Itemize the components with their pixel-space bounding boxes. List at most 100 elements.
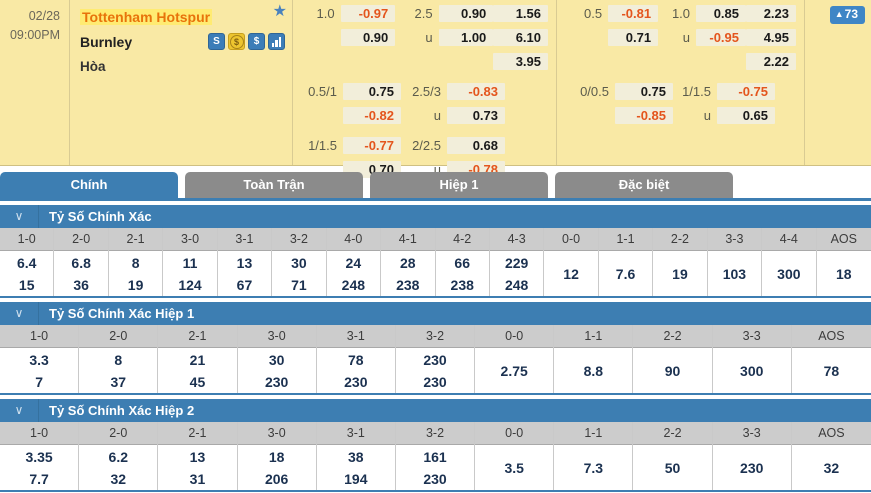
more-odds-badge[interactable]: ▲73	[829, 6, 865, 24]
score-odds-value[interactable]: 24	[345, 254, 362, 271]
score-odds-value[interactable]: 103	[722, 265, 747, 282]
handicap-odds-top[interactable]: 0.75	[615, 83, 673, 100]
score-odds-value[interactable]: 11	[182, 254, 198, 271]
over-odds[interactable]: 0.68	[447, 137, 505, 154]
score-odds-value[interactable]: 30	[268, 351, 285, 368]
score-odds-value[interactable]: 2.75	[500, 362, 528, 379]
handicap-odds-bottom[interactable]: 0.71	[608, 29, 659, 46]
tab-3[interactable]: Đặc biệt	[555, 172, 733, 198]
score-odds-value[interactable]: 230	[423, 470, 447, 487]
score-odds-value[interactable]: 230	[344, 373, 368, 390]
score-odds-value[interactable]: 28	[399, 254, 416, 271]
score-odds-value[interactable]: 78	[823, 362, 840, 379]
away-win-odds[interactable]: 6.10	[493, 29, 548, 46]
score-odds-value[interactable]: 8	[114, 351, 123, 368]
section-header-bar[interactable]: ∨ Tỷ Số Chính Xác Hiệp 1	[0, 302, 871, 325]
under-odds[interactable]: 0.73	[447, 107, 505, 124]
score-odds-value[interactable]: 12	[563, 265, 579, 282]
home-win-odds[interactable]: 2.23	[746, 5, 797, 22]
score-odds-value[interactable]: 15	[18, 276, 35, 293]
draw-odds[interactable]: 2.22	[746, 53, 797, 70]
score-odds-value[interactable]: 18	[835, 265, 852, 282]
score-odds-value[interactable]: 248	[341, 276, 366, 293]
under-odds[interactable]: -0.95	[696, 29, 747, 46]
score-odds-value[interactable]: 36	[73, 276, 89, 293]
score-odds-value[interactable]: 19	[127, 276, 144, 293]
score-odds-value[interactable]: 300	[777, 265, 801, 282]
section-header-bar[interactable]: ∨ Tỷ Số Chính Xác Hiệp 2	[0, 399, 871, 422]
chevron-down-icon[interactable]: ∨	[0, 205, 39, 228]
score-odds-value[interactable]: 30	[291, 254, 307, 271]
away-win-odds[interactable]: 4.95	[746, 29, 797, 46]
score-odds-value[interactable]: 3.5	[504, 459, 524, 476]
score-odds-value[interactable]: 6.8	[71, 254, 91, 271]
score-odds-value[interactable]: 7.6	[615, 265, 636, 282]
over-odds[interactable]: 0.90	[438, 5, 494, 22]
score-odds-value[interactable]: 78	[348, 351, 364, 368]
score-odds-value[interactable]: 238	[396, 276, 420, 293]
score-odds-value[interactable]: 6.2	[108, 448, 128, 465]
over-odds[interactable]: -0.83	[447, 83, 505, 100]
score-odds-value[interactable]: 67	[236, 276, 253, 293]
score-odds-value[interactable]: 248	[504, 276, 529, 293]
coin-icon[interactable]: $	[228, 33, 245, 50]
score-odds-value[interactable]: 38	[348, 448, 364, 465]
bar-chart-icon[interactable]	[268, 33, 285, 50]
score-odds-value[interactable]: 21	[189, 351, 206, 368]
score-odds-value[interactable]: 8.8	[583, 362, 604, 379]
s-badge-icon[interactable]: S	[208, 33, 225, 50]
over-odds[interactable]: 0.85	[696, 5, 747, 22]
score-odds-value[interactable]: 230	[740, 459, 764, 476]
score-odds-value[interactable]: 161	[423, 448, 447, 465]
score-odds-value[interactable]: 13	[189, 448, 206, 465]
score-odds-value[interactable]: 7.7	[29, 470, 49, 487]
score-odds-value[interactable]: 8	[131, 254, 140, 271]
tab-1[interactable]: Toàn Trận	[185, 172, 363, 198]
handicap-odds-top[interactable]: -0.97	[340, 5, 396, 22]
score-odds-value[interactable]: 32	[823, 459, 840, 476]
handicap-odds-top[interactable]: 0.75	[343, 83, 401, 100]
tab-0[interactable]: Chính	[0, 172, 178, 198]
score-odds-value[interactable]: 300	[740, 362, 764, 379]
draw-odds[interactable]: 3.95	[493, 53, 548, 70]
score-odds-value[interactable]: 19	[672, 265, 688, 282]
favorite-star-icon[interactable]: ★	[272, 3, 287, 20]
score-odds-value[interactable]: 230	[423, 351, 447, 368]
score-odds-value[interactable]: 230	[264, 373, 289, 390]
score-odds-value[interactable]: 37	[110, 373, 127, 390]
score-odds-value[interactable]: 124	[178, 276, 202, 293]
handicap-odds-top[interactable]: -0.81	[608, 5, 659, 22]
dollar-icon[interactable]: $	[248, 33, 265, 50]
score-odds-value[interactable]: 32	[110, 470, 127, 487]
score-odds-value[interactable]: 6.4	[16, 254, 37, 271]
chevron-down-icon[interactable]: ∨	[0, 302, 39, 325]
score-odds-value[interactable]: 229	[504, 254, 529, 271]
score-odds-value[interactable]: 31	[189, 470, 206, 487]
under-odds[interactable]: 1.00	[438, 29, 494, 46]
score-odds-value[interactable]: 206	[264, 470, 289, 487]
score-odds-value[interactable]: 3.3	[29, 351, 49, 368]
chevron-down-icon[interactable]: ∨	[0, 399, 39, 422]
handicap-odds-bottom[interactable]: -0.85	[615, 107, 673, 124]
score-odds-value[interactable]: 90	[664, 362, 681, 379]
handicap-odds-bottom[interactable]: 0.90	[340, 29, 396, 46]
handicap-odds-bottom[interactable]: -0.82	[343, 107, 401, 124]
score-odds-value[interactable]: 194	[344, 470, 368, 487]
score-odds-value[interactable]: 50	[664, 459, 681, 476]
score-odds-value[interactable]: 13	[236, 254, 253, 271]
home-win-odds[interactable]: 1.56	[493, 5, 548, 22]
over-odds[interactable]: -0.75	[717, 83, 775, 100]
score-odds-value[interactable]: 7.3	[583, 459, 604, 476]
score-odds-value[interactable]: 66	[454, 254, 470, 271]
score-odds-value[interactable]: 230	[423, 373, 447, 390]
under-odds[interactable]: 0.65	[717, 107, 775, 124]
handicap-odds-top[interactable]: -0.77	[343, 137, 401, 154]
score-odds-value[interactable]: 7	[35, 373, 43, 390]
section-header-bar[interactable]: ∨ Tỷ Số Chính Xác	[0, 205, 871, 228]
tab-2[interactable]: Hiệp 1	[370, 172, 548, 198]
score-odds-value[interactable]: 238	[450, 276, 474, 293]
score-odds-value[interactable]: 3.35	[25, 448, 53, 465]
score-odds-value[interactable]: 71	[291, 276, 307, 293]
score-odds-value[interactable]: 45	[189, 373, 206, 390]
score-odds-value[interactable]: 18	[268, 448, 285, 465]
